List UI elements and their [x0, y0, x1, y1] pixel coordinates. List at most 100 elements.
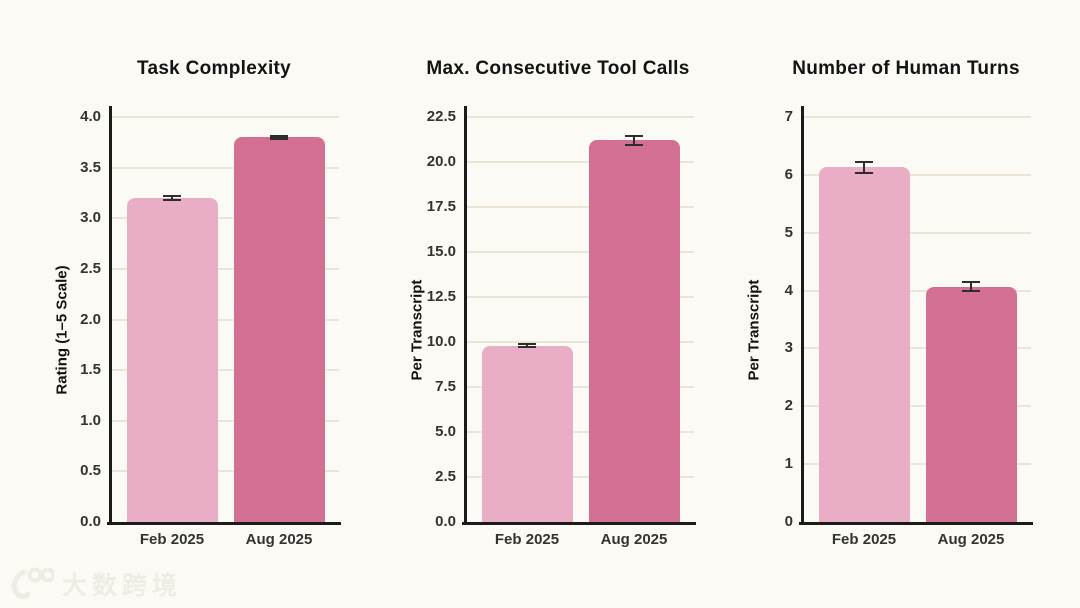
y-axis-label: Per Transcript: [408, 279, 426, 381]
gridline: [801, 405, 1031, 408]
gridline: [801, 289, 1031, 292]
y-tick-label: 0.5: [80, 462, 101, 480]
gridline: [801, 116, 1031, 118]
y-tick-label: 3.0: [80, 209, 101, 227]
y-tick-label: 22.5: [426, 108, 456, 125]
y-tick-label: 1.0: [80, 411, 101, 429]
gridline: [109, 470, 339, 473]
y-tick-label: 12.5: [426, 288, 456, 305]
error-bar-cap-bottom: [518, 345, 536, 349]
gridline: [464, 386, 694, 388]
error-bar-cap-top: [855, 160, 873, 164]
error-bar-line: [170, 195, 174, 201]
y-tick-label: 2.0: [80, 310, 101, 328]
error-bar-cap-bottom: [625, 143, 643, 147]
x-tick-label: Aug 2025: [600, 531, 668, 548]
gridline: [464, 161, 694, 163]
watermark-logo-100-icon: [11, 567, 54, 599]
gridline: [801, 173, 1031, 176]
x-tick-label: Feb 2025: [831, 531, 897, 548]
gridline: [109, 217, 339, 220]
gridline: [801, 347, 1031, 350]
y-tick-label: 10.0: [426, 333, 456, 350]
y-tick-label: 3.5: [80, 158, 101, 176]
y-tick-label: 4: [784, 281, 793, 299]
y-tick-label: 7: [784, 108, 793, 125]
y-tick-label: 0.0: [80, 513, 101, 530]
y-tick-label: 7.5: [435, 378, 456, 395]
y-tick-label: 5: [784, 223, 793, 241]
y-tick-label: 1: [784, 455, 793, 473]
gridline: [464, 341, 694, 343]
y-tick-label: 4.0: [80, 108, 101, 125]
y-tick-label: 3: [784, 339, 793, 357]
error-bar-line: [525, 343, 529, 348]
y-axis-label: Per Transcript: [745, 279, 763, 381]
watermark: 大数跨境: [8, 565, 182, 603]
y-axis-spine: [801, 106, 804, 525]
y-axis-spine: [464, 106, 467, 525]
x-tick-label: Feb 2025: [494, 531, 560, 548]
error-bar-cap-bottom: [163, 198, 181, 202]
chart-title: Task Complexity: [136, 58, 292, 79]
bar-aug-2025: [233, 137, 325, 522]
error-bar-cap-bottom: [270, 137, 288, 140]
bar-feb-2025: [481, 345, 573, 522]
y-axis-label: Rating (1–5 Scale): [53, 265, 71, 395]
error-bar-line: [277, 135, 281, 139]
y-tick-label: 20.0: [426, 153, 456, 170]
bar-feb-2025: [126, 198, 218, 522]
chart-title: Max. Consecutive Tool Calls: [426, 58, 690, 79]
gridline: [801, 463, 1031, 466]
error-bar-line: [632, 135, 636, 146]
y-axis-spine: [109, 106, 112, 525]
gridline: [109, 267, 339, 270]
bar-aug-2025: [925, 286, 1017, 522]
error-bar-line: [969, 281, 973, 292]
y-tick-label: 2.5: [435, 468, 456, 485]
x-axis-spine: [799, 522, 1033, 525]
y-tick-label: 2: [784, 397, 793, 415]
gridline: [464, 431, 694, 433]
y-tick-label: 2.5: [80, 259, 101, 277]
bar-feb-2025: [818, 167, 910, 522]
gridline: [801, 231, 1031, 234]
gridline: [109, 369, 339, 372]
gridline: [109, 318, 339, 321]
gridline: [464, 296, 694, 298]
bar-aug-2025: [588, 140, 680, 522]
error-bar-cap-top: [163, 194, 181, 198]
x-tick-label: Feb 2025: [139, 531, 205, 548]
x-tick-label: Aug 2025: [245, 531, 313, 548]
x-axis-spine: [462, 522, 696, 525]
y-tick-label: 0: [784, 513, 793, 530]
gridline: [464, 116, 694, 118]
y-tick-label: 6: [784, 165, 793, 183]
gridline: [464, 251, 694, 253]
error-bar-line: [862, 161, 866, 174]
y-tick-label: 0.0: [435, 513, 456, 530]
y-tick-label: 5.0: [435, 423, 456, 440]
error-bar-cap-top: [270, 134, 288, 138]
x-tick-label: Aug 2025: [937, 531, 1005, 548]
error-bar-cap-top: [625, 134, 643, 138]
x-axis-spine: [107, 522, 341, 525]
y-tick-label: 17.5: [426, 198, 456, 215]
gridline: [109, 116, 339, 118]
gridline: [109, 419, 339, 422]
gridline: [109, 166, 339, 169]
error-bar-cap-bottom: [962, 289, 980, 293]
gridline: [464, 476, 694, 478]
watermark-text: 大数跨境: [62, 572, 183, 600]
chart-title: Number of Human Turns: [792, 58, 1020, 79]
error-bar-cap-top: [962, 280, 980, 284]
y-tick-label: 1.5: [80, 361, 101, 379]
error-bar-cap-bottom: [855, 171, 873, 175]
y-tick-label: 15.0: [426, 243, 456, 260]
gridline: [464, 206, 694, 208]
error-bar-cap-top: [518, 342, 536, 346]
